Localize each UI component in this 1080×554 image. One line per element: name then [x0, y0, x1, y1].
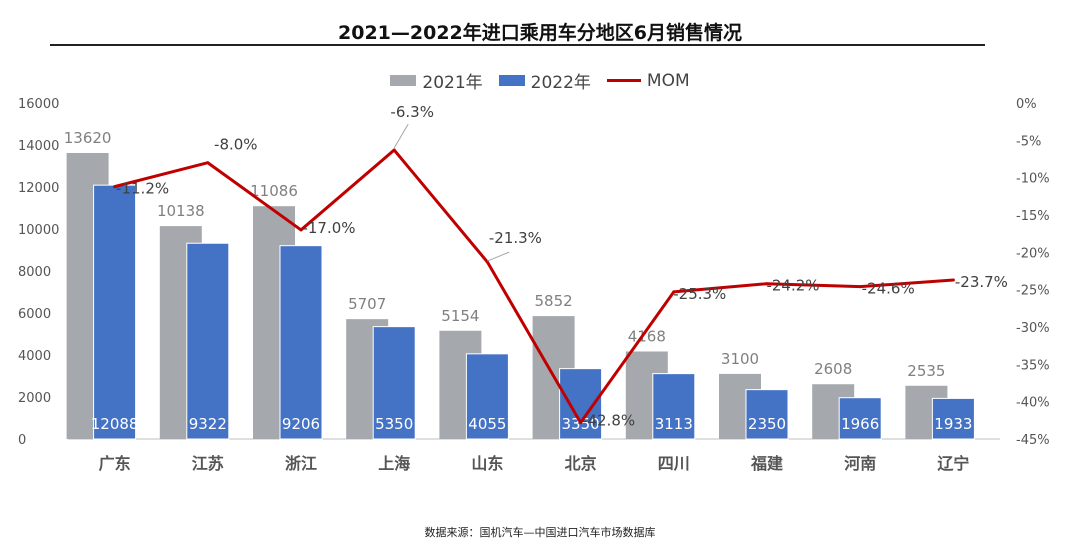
y-left-tick-label: 10000 [18, 223, 59, 238]
data-label-2021: 2608 [814, 360, 852, 378]
x-tick-label: 广东 [99, 454, 131, 473]
y-right-tick-label: -10% [1016, 172, 1050, 187]
y-left-tick-label: 2000 [18, 391, 51, 406]
y-right-tick-label: -20% [1016, 246, 1050, 261]
mom-point [299, 228, 303, 232]
chart-title: 2021—2022年进口乘用车分地区6月销售情况 [338, 22, 742, 44]
mom-data-label: -24.2% [766, 277, 819, 295]
bar-2022 [279, 245, 323, 440]
mom-data-label: -25.3% [673, 285, 726, 303]
mom-point [113, 185, 117, 189]
legend-label-mom: MOM [646, 70, 690, 91]
mom-point [579, 421, 583, 425]
data-source: 数据来源：国机汽车—中国进口汽车市场数据库 [424, 526, 656, 539]
mom-data-label: -23.7% [955, 273, 1008, 291]
data-label-2022: 12088 [91, 415, 139, 433]
y-left-tick-label: 16000 [18, 97, 59, 112]
data-label-2022: 2350 [748, 415, 786, 433]
mom-data-label: -17.0% [302, 219, 355, 237]
legend: 2021年 2022年 MOM [0, 68, 1080, 93]
mom-point [858, 285, 862, 289]
y-left-tick-label: 14000 [18, 139, 59, 154]
legend-swatch-2021 [390, 75, 417, 86]
mom-data-label: -21.3% [489, 229, 542, 247]
data-label-2021: 11086 [250, 182, 298, 200]
x-tick-label: 四川 [658, 454, 690, 473]
x-tick-label: 辽宁 [937, 454, 969, 473]
mom-data-label: -6.3% [390, 103, 434, 121]
y-left-tick-label: 12000 [18, 181, 59, 196]
x-tick-label: 河南 [844, 454, 876, 473]
y-right-tick-label: -45% [1016, 433, 1050, 448]
legend-swatch-2022 [498, 75, 525, 86]
mom-point [951, 278, 955, 282]
mom-label-leader [487, 251, 510, 262]
bar-2022 [93, 184, 137, 440]
title-underline [50, 44, 985, 46]
bar-2022 [186, 242, 230, 440]
mom-data-label: -8.0% [214, 136, 258, 154]
y-left-tick-label: 6000 [18, 307, 51, 322]
y-right-tick-label: 0% [1016, 97, 1037, 112]
y-right-tick-label: -5% [1016, 134, 1041, 149]
x-tick-label: 浙江 [285, 454, 317, 473]
bar-2022 [372, 326, 416, 440]
bar-2022 [838, 397, 882, 440]
y-right-tick-label: -35% [1016, 358, 1050, 373]
data-label-2022: 9322 [189, 415, 227, 433]
y-left-tick-label: 8000 [18, 265, 51, 280]
y-right-tick-label: -40% [1016, 396, 1050, 411]
data-label-2022: 5350 [375, 415, 413, 433]
data-label-2021: 5852 [535, 292, 573, 310]
data-label-2021: 5707 [348, 295, 386, 313]
bar-2022 [745, 389, 789, 440]
y-right-tick-label: -30% [1016, 321, 1050, 336]
x-tick-label: 江苏 [192, 454, 224, 473]
data-label-2021: 5154 [441, 307, 479, 325]
mom-point [392, 148, 396, 152]
data-label-2022: 1966 [841, 415, 879, 433]
x-tick-label: 福建 [750, 454, 783, 473]
y-right-tick-label: -25% [1016, 284, 1050, 299]
x-tick-label: 北京 [565, 454, 597, 473]
legend-item-mom: MOM [606, 68, 690, 93]
y-right-tick-label: -15% [1016, 209, 1050, 224]
data-label-2022: 1933 [934, 415, 972, 433]
mom-data-label: -11.2% [116, 180, 169, 198]
data-label-2022: 4055 [468, 415, 506, 433]
legend-label-2021: 2021年 [422, 73, 483, 93]
mom-data-label: -24.6% [862, 280, 915, 298]
y-left-tick-label: 0 [18, 433, 26, 448]
mom-line [114, 148, 954, 425]
mom-point [765, 282, 769, 286]
data-label-2021: 13620 [64, 129, 112, 147]
mom-point [206, 161, 210, 165]
bar-2022 [931, 397, 975, 440]
legend-swatch-mom [606, 79, 641, 82]
data-label-2021: 2535 [907, 362, 945, 380]
data-label-2022: 3113 [655, 415, 693, 433]
data-label-2022: 9206 [282, 415, 320, 433]
bar-2022 [465, 353, 509, 440]
mom-data-label: -42.8% [582, 412, 635, 430]
mom-point [672, 290, 676, 294]
legend-item-2021: 2021年 [390, 68, 483, 93]
x-tick-label: 山东 [471, 454, 503, 473]
mom-point [485, 260, 489, 264]
mom-label-leader [393, 123, 409, 149]
data-label-2021: 3100 [721, 350, 759, 368]
x-tick-label: 上海 [378, 454, 410, 473]
bar-2022 [652, 373, 696, 440]
legend-label-2022: 2022年 [530, 73, 591, 93]
legend-item-2022: 2022年 [498, 68, 591, 93]
y-left-tick-label: 4000 [18, 349, 51, 364]
data-label-2021: 10138 [157, 202, 205, 220]
